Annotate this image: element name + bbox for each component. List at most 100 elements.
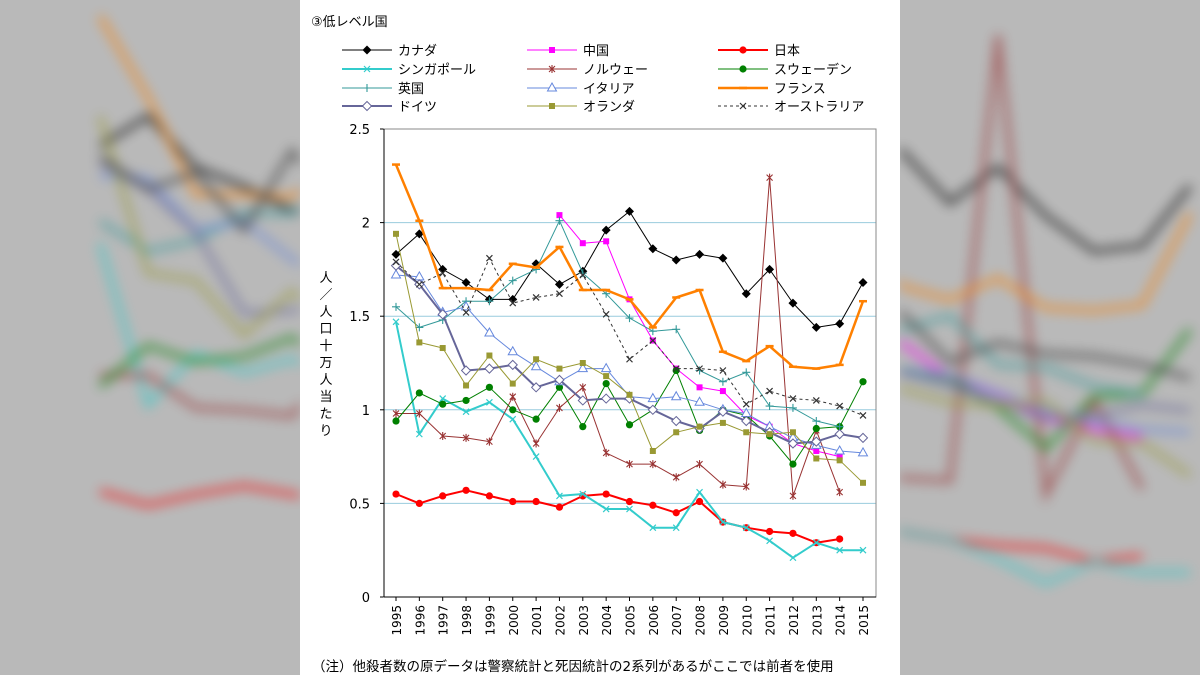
series-line [396, 177, 841, 497]
data-point [554, 374, 565, 386]
data-point [626, 505, 633, 513]
data-point [439, 269, 447, 277]
data-point [649, 501, 657, 509]
x-tick-label: 2004 [600, 605, 614, 636]
data-point [766, 173, 773, 182]
x-tick-label: 2011 [764, 605, 778, 636]
data-point [602, 310, 610, 318]
data-point [484, 327, 495, 337]
data-point [741, 415, 752, 427]
data-point [532, 415, 540, 423]
blurred-series [97, 242, 300, 411]
series-11 [393, 230, 866, 486]
data-point [414, 229, 424, 239]
legend-label: 中国 [583, 44, 609, 59]
legend-entry: 中国 [527, 44, 609, 59]
blurred-series [99, 483, 300, 509]
data-point [695, 497, 704, 506]
x-tick-label: 2009 [717, 605, 731, 636]
series-1 [391, 206, 868, 332]
data-point [532, 294, 540, 301]
blurred-series [900, 148, 1193, 255]
data-point [463, 382, 470, 389]
legend-entry: オーストラリア [718, 100, 864, 115]
y-axis-label-char: 口 [319, 322, 333, 337]
data-point [437, 309, 448, 320]
y-axis-label-char: た [319, 407, 333, 422]
footnote: （注）他殺者数の原データは警察統計と死因統計の2系列があるがここでは前者を使用 [312, 659, 834, 675]
data-point [673, 429, 680, 436]
data-point [696, 384, 703, 391]
data-point [811, 436, 822, 447]
data-point [649, 447, 656, 454]
data-point [485, 398, 493, 406]
data-point [695, 366, 704, 375]
data-point [719, 480, 727, 489]
x-tick-label: 2010 [740, 605, 754, 636]
blurred-background-chart-left [97, 14, 300, 509]
data-point [834, 428, 845, 440]
data-point [625, 206, 634, 216]
x-tick-label: 2008 [694, 605, 708, 636]
data-point [555, 383, 564, 391]
data-point [766, 527, 774, 536]
data-point [439, 395, 447, 402]
data-point [509, 415, 517, 423]
data-point [532, 439, 540, 448]
series-line [395, 489, 840, 544]
x-tick-label: 2007 [670, 605, 684, 636]
data-point [415, 389, 423, 397]
data-point [579, 271, 587, 279]
legend-entry: ドイツ [342, 100, 437, 115]
data-point [857, 446, 869, 457]
blurred-background-right [900, 0, 1200, 675]
y-axis-label-char: 人 [319, 305, 333, 320]
data-point [647, 392, 659, 403]
data-point [648, 244, 658, 254]
y-tick-label: 2 [362, 217, 370, 232]
y-axis-label-char: 人 [319, 271, 333, 286]
x-tick-label: 1997 [437, 605, 451, 636]
data-point [765, 264, 775, 274]
blurred-series [900, 310, 1191, 381]
data-point [392, 258, 400, 266]
data-point [579, 490, 587, 498]
data-point [600, 393, 612, 404]
data-point [696, 488, 703, 496]
legend-label: シンガポール [398, 63, 476, 78]
data-point [532, 497, 540, 506]
legend-label: カナダ [398, 44, 437, 59]
data-point [600, 362, 612, 373]
data-point [361, 100, 373, 112]
data-point [672, 325, 681, 334]
data-point [672, 365, 680, 373]
data-point [392, 409, 400, 418]
data-point [462, 408, 470, 416]
data-point [739, 65, 747, 73]
data-point [787, 438, 799, 449]
data-point [602, 379, 610, 388]
x-tick-label: 2006 [647, 605, 661, 636]
x-tick-label: 1996 [413, 605, 427, 636]
data-point [860, 479, 866, 486]
data-point [413, 270, 425, 281]
data-point [462, 433, 470, 442]
y-tick-label: 0 [362, 591, 370, 606]
data-point [719, 518, 727, 526]
data-point [530, 382, 542, 393]
data-point [859, 378, 867, 386]
data-point [602, 490, 610, 498]
legend-label: スウェーデン [774, 62, 852, 78]
blurred-series [900, 526, 1190, 587]
data-point [460, 365, 472, 376]
data-point [739, 46, 747, 54]
blurred-series [98, 145, 300, 235]
data-point [390, 268, 402, 279]
data-point [579, 360, 586, 366]
data-point [649, 460, 657, 469]
data-point [836, 535, 844, 543]
data-point [719, 388, 726, 395]
data-point [694, 396, 705, 406]
data-point [391, 249, 401, 259]
y-tick-label: 1 [362, 404, 370, 419]
